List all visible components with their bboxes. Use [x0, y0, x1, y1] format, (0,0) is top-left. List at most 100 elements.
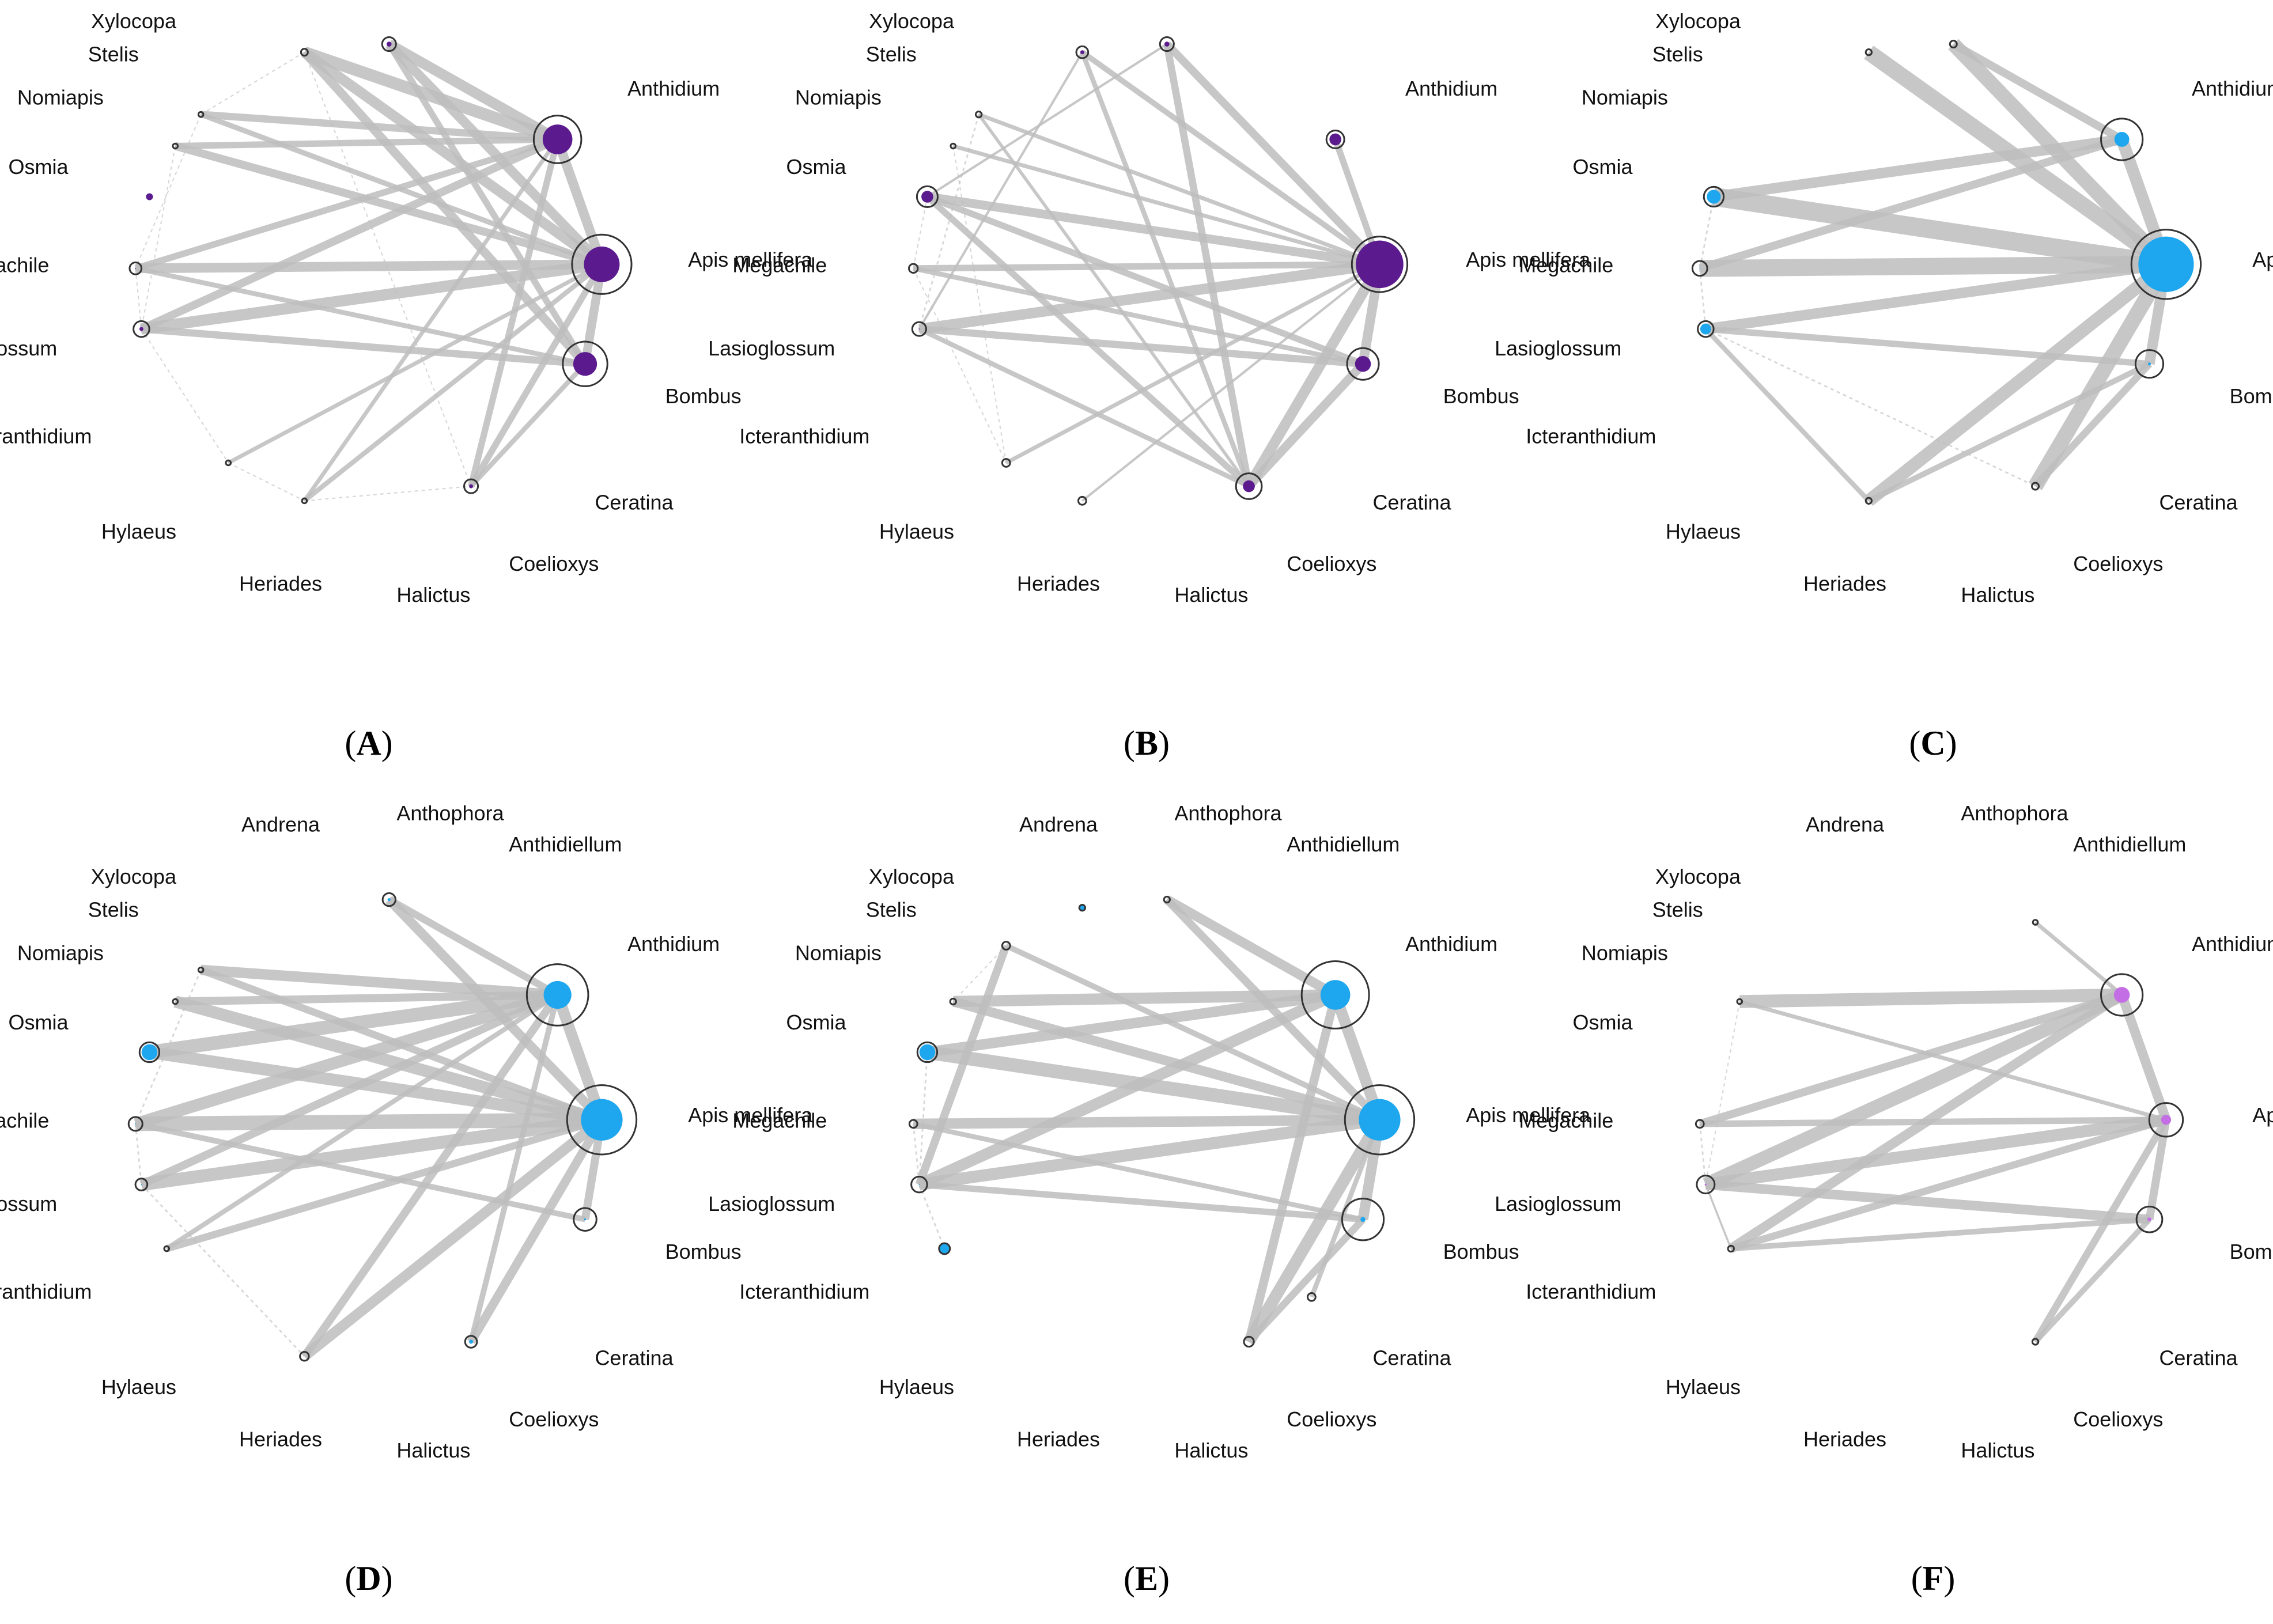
edge-nomiapis-lasioglossum: [1705, 1001, 1741, 1185]
node-fill-bombus: [1355, 355, 1371, 372]
node-fill-bombus: [573, 352, 597, 376]
edge-xylocopa-apis-mellifera: [1005, 943, 1381, 1123]
node-fill-lasioglossum: [141, 1184, 142, 1185]
species-label-icteranthidium: Icteranthidium: [1526, 425, 1656, 448]
species-label-xylocopa: Xylocopa: [91, 9, 177, 33]
edge-nomiapis-lasioglossum: [141, 146, 176, 330]
edge-coelioxys-bombus: [2032, 361, 2153, 489]
edge-lasioglossum-anthidium: [917, 990, 1338, 1190]
species-label-stelis: Stelis: [1652, 42, 1703, 66]
node-ring-stelis: [197, 966, 205, 974]
species-label-icteranthidium: Icteranthidium: [0, 1280, 92, 1304]
edge-heriades-apis-mellifera: [301, 1115, 606, 1361]
edge-nomiapis-apis-mellifera: [1739, 1000, 2167, 1122]
species-label-anthophora: Anthophora: [1174, 801, 1282, 825]
species-label-icteranthidium: Icteranthidium: [1526, 1280, 1656, 1304]
edge-lasioglossum-anthidium: [139, 135, 559, 333]
edge-anthophora-anthidium: [386, 39, 561, 144]
node-fill-apis-mellifera: [581, 1099, 623, 1141]
node-ring-osmia: [138, 1041, 161, 1063]
edge-anthophora-anthidium: [387, 896, 559, 998]
node-ring-bombus: [2135, 1205, 2164, 1233]
node-fill-osmia: [141, 1044, 158, 1061]
edge-stelis-apis-mellifera: [978, 112, 1381, 267]
edge-coelioxys-apis-mellifera: [2029, 260, 2173, 490]
edge-stelis-lasioglossum: [918, 114, 980, 330]
edge-nomiapis-anthidium: [1739, 988, 2122, 1008]
node-ring-lasioglossum: [134, 1178, 149, 1191]
edge-icteranthidium-anthidium: [1728, 990, 2125, 1253]
edge-lasioglossum-icteranthidium: [918, 1184, 945, 1250]
edge-megachile-bombus: [913, 266, 1364, 366]
node-ring-nomiapis: [1736, 998, 1743, 1005]
species-label-osmia: Osmia: [1572, 155, 1633, 179]
edge-osmia-megachile: [913, 196, 928, 269]
edge-coelioxys-apis-mellifera: [1243, 1116, 1385, 1345]
edge-heriades-anthidium: [302, 138, 559, 502]
species-label-lasioglossum: Lasioglossum: [0, 1192, 57, 1216]
edge-group: [1699, 39, 2173, 506]
species-label-hylaeus: Hylaeus: [1666, 1375, 1741, 1399]
node-ring-bombus: [573, 1207, 597, 1232]
species-label-anthidiellum: Anthidiellum: [1287, 832, 1400, 856]
species-label-osmia: Osmia: [786, 155, 846, 179]
species-label-stelis: Stelis: [866, 42, 917, 66]
species-label-andrena: Andrena: [1806, 812, 1885, 836]
species-label-halictus: Halictus: [396, 1438, 470, 1462]
edge-megachile-bombus: [913, 1121, 1364, 1222]
edge-anthophora-anthidium: [1164, 895, 1338, 1000]
species-label-heriades: Heriades: [239, 1428, 322, 1451]
panel-label-c: (C): [1909, 724, 1957, 762]
species-label-hylaeus: Hylaeus: [101, 520, 176, 543]
edge-hylaeus-heriades: [228, 462, 305, 502]
node-ring-anthidium: [1300, 960, 1370, 1029]
edge-osmia-anthophora: [926, 43, 1168, 198]
species-label-heriades: Heriades: [1803, 1428, 1886, 1451]
species-label-megachile: Megachile: [1519, 1109, 1613, 1133]
label-group: XylocopaAndrenaAnthophoraAnthidiellumAnt…: [1495, 0, 2273, 607]
node-fill-megachile: [135, 268, 137, 269]
species-label-nomiapis: Nomiapis: [1582, 941, 1668, 965]
node-ring-nomiapis: [172, 142, 179, 150]
node-ring-anthidium: [2100, 118, 2144, 161]
species-label-halictus: Halictus: [396, 583, 470, 607]
edge-lasioglossum-bombus: [918, 1181, 1363, 1223]
species-label-ceratina: Ceratina: [1372, 1346, 1451, 1369]
edge-coelioxys-apis-mellifera: [1244, 262, 1385, 489]
node-ring-lasioglossum: [133, 320, 150, 338]
edge-megachile-lasioglossum: [912, 1123, 920, 1185]
node-ring-stelis: [197, 111, 205, 118]
species-label-halictus: Halictus: [1174, 1438, 1248, 1462]
edge-icteranthidium-anthidium: [165, 993, 559, 1251]
edge-megachile-anthidium: [1699, 991, 2123, 1128]
node-ring-hylaeus: [225, 459, 232, 467]
node-group: [1691, 40, 2202, 505]
edge-coelioxys-bombus: [1246, 1217, 1366, 1345]
edge-heriades-apis-mellifera: [302, 262, 604, 503]
species-label-xylocopa: Xylocopa: [869, 865, 955, 888]
node-ring-anthidiellum: [2032, 919, 2039, 926]
node-fill-coelioxys: [469, 484, 473, 489]
species-label-heriades: Heriades: [1803, 572, 1886, 596]
edge-coelioxys-bombus: [2033, 1217, 2152, 1344]
node-ring-anthidium: [2100, 973, 2144, 1017]
species-label-nomiapis: Nomiapis: [1582, 86, 1668, 109]
edge-lasioglossum-heriades: [1704, 327, 1871, 503]
node-ring-andrena: [1075, 45, 1090, 59]
node-ring-megachile: [908, 1119, 918, 1129]
edge-megachile-apis-mellifera: [1700, 256, 2166, 277]
edge-anthidiellum-anthidium: [2034, 921, 2123, 997]
edge-coelioxys-andrena: [1080, 51, 1251, 487]
edge-osmia-anthidium: [926, 989, 1336, 1058]
edge-megachile-anthidium: [134, 136, 559, 272]
node-fill-anthophora: [1164, 41, 1170, 47]
edge-coelioxys-anthidium: [468, 994, 561, 1343]
edge-coelioxys-anthophora: [1163, 43, 1253, 487]
edge-andrena-lasioglossum: [918, 51, 1084, 330]
edge-nomiapis-hylaeus: [952, 146, 1007, 463]
node-ring-andrena: [300, 48, 309, 57]
species-label-osmia: Osmia: [8, 1010, 69, 1034]
node-fill-bombus: [1360, 1217, 1366, 1222]
edge-stelis-anthidium: [201, 111, 558, 143]
